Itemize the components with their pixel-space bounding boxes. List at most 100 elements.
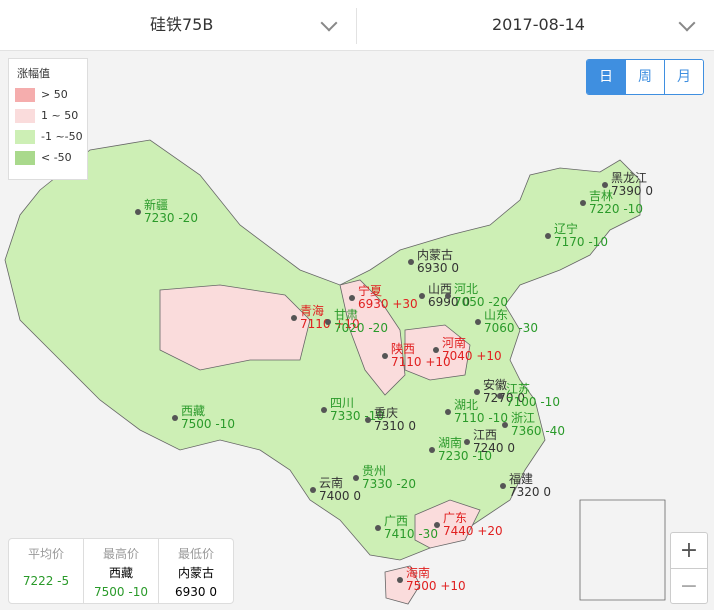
stat-value: 7222 -5	[22, 574, 70, 588]
legend-swatch	[15, 108, 35, 123]
province-name: 宁夏	[358, 283, 382, 298]
province-name: 福建	[509, 471, 533, 486]
tab[interactable]: 月	[664, 60, 703, 94]
province-dot	[433, 347, 439, 353]
province-dot	[445, 409, 451, 415]
province-dot	[353, 475, 359, 481]
province-price: 7230 -20	[144, 211, 198, 225]
legend-label: -1 ~-50	[41, 130, 83, 143]
legend-swatch	[15, 150, 35, 165]
header: 硅铁75B 2017-08-14	[0, 0, 714, 51]
province-dot	[310, 487, 316, 493]
province-name: 安徽	[483, 377, 507, 392]
province-dot	[382, 353, 388, 359]
legend: 涨幅值 > 50 1 ~ 50 -1 ~-50 < -50	[8, 58, 88, 180]
province-price: 7050 -20	[454, 295, 508, 309]
province-price: 6930 +30	[358, 297, 418, 311]
province-price: 7310 0	[374, 419, 416, 433]
stat-value: 7500 -10	[94, 585, 148, 599]
province-name: 江西	[473, 428, 497, 442]
province-dot	[321, 407, 327, 413]
province-name: 重庆	[374, 406, 398, 420]
legend-title: 涨幅值	[17, 67, 50, 80]
province-price: 7410 -30	[384, 527, 438, 541]
legend-item: > 50	[15, 87, 87, 102]
province-price: 7270 0	[483, 391, 525, 405]
province-name: 陕西	[391, 341, 415, 356]
province-name: 青海	[300, 303, 324, 318]
province-price: 7020 -20	[334, 321, 388, 335]
stat-title: 最高价	[102, 547, 139, 561]
province-name: 山西	[428, 282, 452, 296]
province-price: 7320 0	[509, 485, 551, 499]
zoom-out[interactable]: −	[679, 574, 699, 599]
province-dot	[325, 319, 331, 325]
zoom-control: + −	[670, 532, 708, 604]
province-dot	[474, 389, 480, 395]
legend-label: 1 ~ 50	[41, 109, 79, 122]
province-name: 贵州	[362, 464, 386, 478]
legend-label: > 50	[41, 88, 68, 101]
province-price: 6990 0	[428, 295, 470, 309]
product-select[interactable]: 硅铁75B	[150, 15, 214, 34]
province-price: 7110 +10	[391, 355, 451, 369]
province-name: 黑龙江	[611, 171, 647, 185]
stat-title: 平均价	[27, 547, 64, 561]
province-name: 辽宁	[554, 221, 578, 236]
province-name: 甘肃	[334, 308, 358, 322]
legend-item: -1 ~-50	[15, 129, 87, 144]
tab[interactable]: 日	[587, 60, 625, 94]
province-dot	[135, 209, 141, 215]
province-price: 7240 0	[473, 441, 515, 455]
province-name: 广东	[443, 511, 467, 525]
province-name: 江苏	[506, 382, 530, 396]
province-price: 7500 -10	[181, 417, 235, 431]
province-price: 7100 -10	[506, 395, 560, 409]
province-name: 河北	[454, 282, 478, 296]
province-dot	[464, 439, 470, 445]
province-price: 7440 +20	[443, 524, 503, 538]
province-dot	[419, 293, 425, 299]
province-name: 湖北	[454, 397, 478, 412]
province-price: 6930 0	[417, 261, 459, 275]
province-price: 7220 -10	[589, 202, 643, 216]
province-dot	[434, 522, 440, 528]
province-name: 吉林	[589, 189, 613, 203]
province-dot	[375, 525, 381, 531]
province-name: 西藏	[181, 404, 205, 418]
province-dot	[397, 577, 403, 583]
tab[interactable]: 周	[625, 60, 664, 94]
province-name: 广西	[384, 514, 408, 528]
stat-value: 6930 0	[175, 585, 217, 599]
province-dot	[172, 415, 178, 421]
legend-swatch	[15, 87, 35, 102]
stats-panel: 平均价 7222 -5 最高价 西藏 7500 -10 最低价 内蒙古 6930…	[8, 538, 234, 604]
province-price: 7170 -10	[554, 235, 608, 249]
province-name: 四川	[330, 396, 354, 410]
province-price: 7500 +10	[406, 579, 466, 593]
date-select[interactable]: 2017-08-14	[492, 15, 585, 34]
province-dot	[500, 483, 506, 489]
province-name: 湖南	[438, 435, 462, 450]
province-dot	[445, 293, 451, 299]
province-price: 7330 -20	[362, 477, 416, 491]
province-name: 河南	[442, 335, 466, 350]
stat-name: 西藏	[108, 566, 133, 580]
legend-label: < -50	[41, 151, 72, 164]
province-name: 内蒙古	[417, 247, 453, 262]
legend-swatch	[15, 129, 35, 144]
province-name: 新疆	[144, 197, 168, 212]
zoom-in[interactable]: +	[671, 533, 707, 569]
province-price: 7060 -30	[484, 321, 538, 335]
province-name: 山东	[484, 308, 508, 322]
province-name: 海南	[406, 565, 430, 580]
province-dot	[602, 182, 608, 188]
province-dot	[475, 319, 481, 325]
province-dot	[365, 417, 371, 423]
legend-item: 1 ~ 50	[15, 108, 87, 123]
province-price: 7400 0	[319, 489, 361, 503]
province-dot	[502, 422, 508, 428]
province-dot	[497, 393, 503, 399]
